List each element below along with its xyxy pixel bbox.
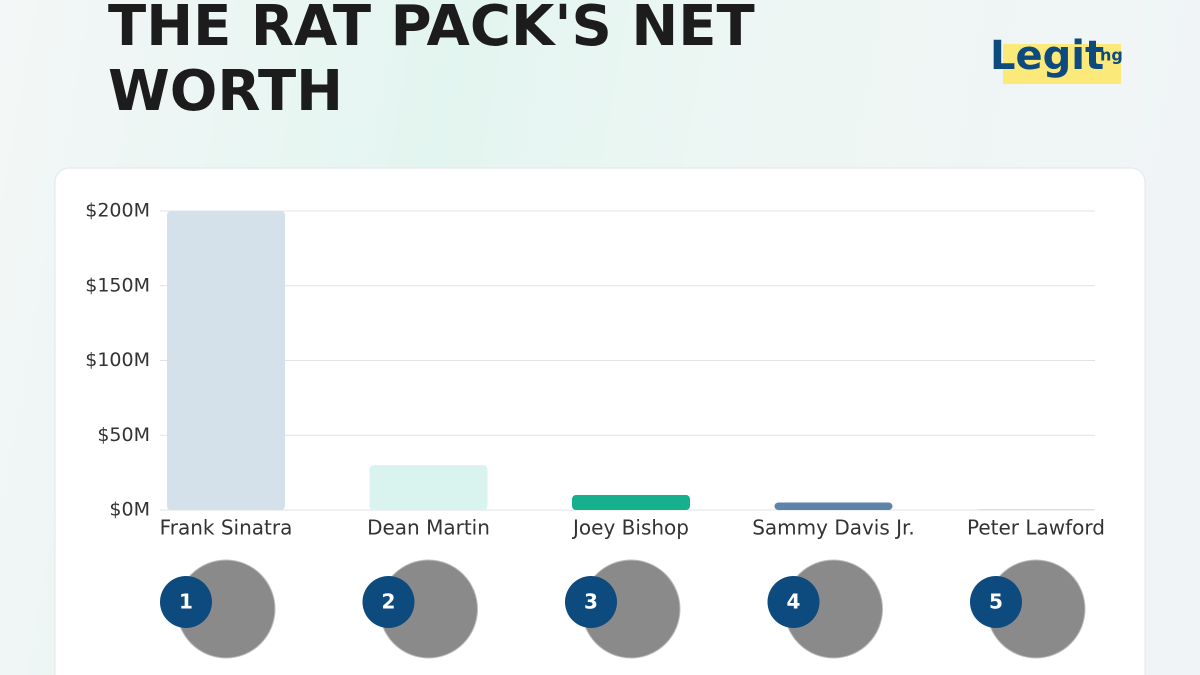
rank-label: 1 bbox=[179, 590, 193, 614]
x-tick-label: Dean Martin bbox=[367, 516, 490, 540]
rank-badge bbox=[565, 576, 617, 628]
rank-label: 5 bbox=[989, 590, 1003, 614]
rank-badge bbox=[362, 576, 415, 628]
y-tick-label: $150M bbox=[85, 274, 150, 296]
rank-label: 2 bbox=[382, 590, 396, 614]
bar bbox=[572, 495, 690, 510]
bar bbox=[167, 211, 285, 510]
rank-badge bbox=[160, 576, 212, 628]
card bbox=[54, 167, 1146, 675]
bar bbox=[977, 509, 1095, 510]
rank-badge bbox=[767, 576, 820, 628]
y-tick-label: $50M bbox=[97, 424, 150, 446]
chart-title: THE RAT PACK'S NET WORTH bbox=[108, 0, 755, 124]
bar bbox=[774, 502, 893, 510]
x-tick-label: Peter Lawford bbox=[967, 516, 1105, 540]
rank-label: 3 bbox=[584, 590, 598, 614]
y-tick-label: $0M bbox=[109, 499, 150, 521]
y-tick-label: $100M bbox=[85, 349, 150, 371]
x-tick-label: Frank Sinatra bbox=[160, 516, 293, 540]
bar bbox=[369, 465, 488, 510]
y-tick-label: $200M bbox=[85, 200, 150, 222]
x-tick-label: Joey Bishop bbox=[571, 516, 689, 540]
x-tick-label: Sammy Davis Jr. bbox=[752, 516, 915, 540]
logo: Legit bbox=[990, 33, 1104, 79]
logo-suffix: ng bbox=[1100, 46, 1123, 65]
rank-badge bbox=[970, 576, 1022, 628]
logo-bg bbox=[1003, 44, 1121, 84]
rank-label: 4 bbox=[787, 590, 801, 614]
